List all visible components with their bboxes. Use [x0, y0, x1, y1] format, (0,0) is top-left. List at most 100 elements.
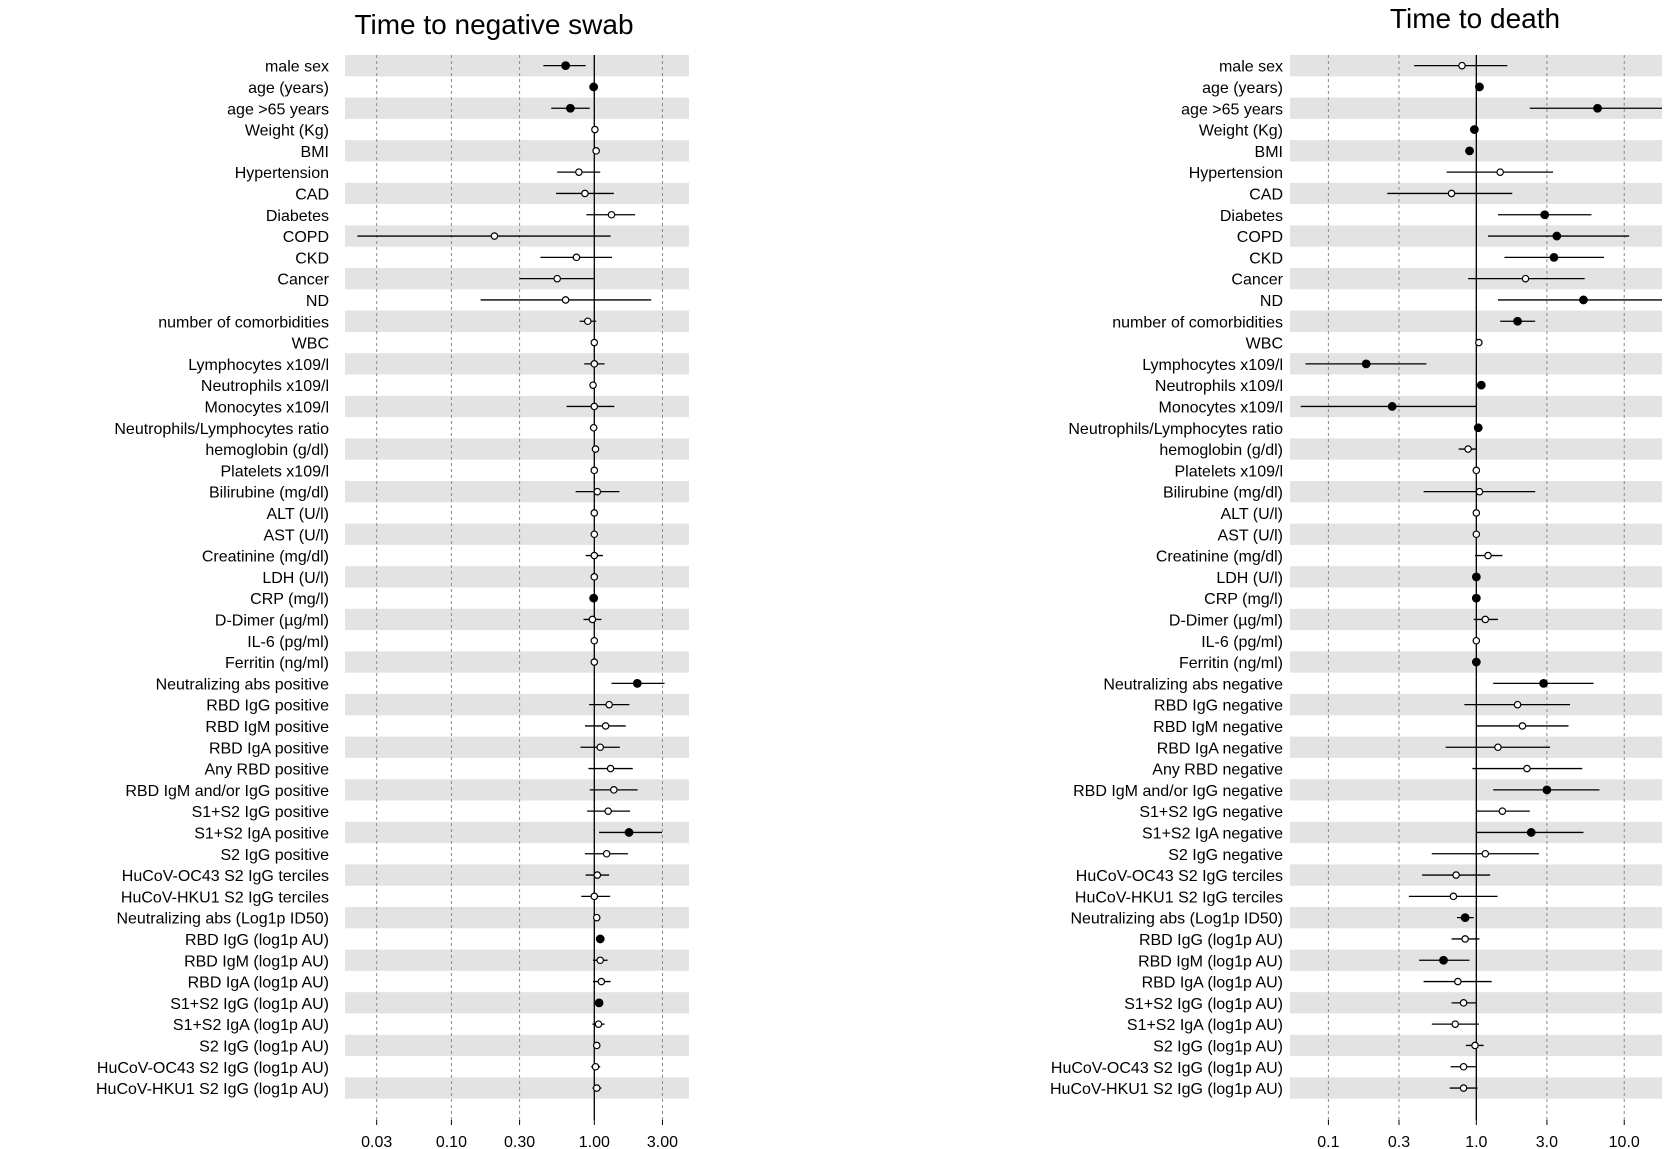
row-label: age (years)	[1202, 80, 1283, 97]
row-label: RBD IgM negative	[1153, 719, 1283, 736]
hr-point	[610, 786, 618, 794]
row-label: BMI	[1255, 144, 1283, 161]
hr-point	[1526, 828, 1536, 837]
row-label: D-Dimer (µg/ml)	[1169, 612, 1283, 629]
row-label: S2 IgG negative	[1168, 847, 1283, 864]
hr-point	[1449, 892, 1458, 901]
row-label: HuCoV-OC43 S2 IgG (log1p AU)	[1051, 1060, 1283, 1077]
hr-point	[1472, 530, 1481, 539]
row-label: number of comorbidities	[1112, 314, 1283, 331]
row-label: Neutralizing abs negative	[1103, 676, 1283, 693]
hr-point	[1361, 359, 1371, 369]
hr-point	[561, 296, 570, 304]
row-label: S1+S2 IgG (log1p AU)	[1124, 996, 1283, 1013]
row-band	[345, 608, 689, 631]
row-band	[345, 992, 689, 1014]
row-label: S2 IgG (log1p AU)	[1153, 1038, 1283, 1055]
row-label: RBD IgM (log1p AU)	[1138, 953, 1283, 970]
hr-point	[1552, 231, 1562, 241]
hr-point	[1471, 572, 1481, 582]
row-band	[345, 523, 689, 545]
hr-point	[606, 764, 615, 773]
hr-point	[595, 934, 605, 944]
row-label: Neutralizing abs (Log1p ID50)	[116, 911, 329, 928]
hr-point	[1579, 295, 1588, 305]
hr-point	[593, 871, 602, 879]
row-label: BMI	[301, 144, 329, 161]
hr-point	[632, 678, 642, 688]
hr-point	[1472, 636, 1481, 645]
row-label: RBD IgA (log1p AU)	[1142, 975, 1283, 992]
row-label: S1+S2 IgG negative	[1139, 804, 1283, 821]
row-label: Bilirubine (mg/dl)	[209, 485, 329, 502]
row-label: D-Dimer (µg/ml)	[215, 612, 329, 629]
row-label: CAD	[1249, 186, 1283, 203]
row-label: Cancer	[1231, 272, 1283, 289]
hr-point	[594, 998, 604, 1008]
hr-point	[1539, 678, 1549, 688]
row-band	[345, 864, 689, 886]
hr-point	[1472, 509, 1481, 517]
row-label: RBD IgM and/or IgG negative	[1073, 783, 1283, 800]
row-label: ND	[1260, 293, 1283, 310]
row-band	[345, 182, 689, 205]
row-label: COPD	[1237, 229, 1283, 246]
row-band	[345, 779, 689, 801]
x-tick-label: 3.0	[1536, 1134, 1558, 1149]
row-label: number of comorbidities	[158, 314, 329, 331]
row-label: S1+S2 IgA positive	[194, 825, 329, 842]
row-label: LDH (U/l)	[262, 570, 329, 587]
hr-point	[590, 530, 599, 539]
hr-point	[1447, 189, 1456, 198]
row-band	[345, 907, 689, 929]
hr-point	[591, 445, 600, 453]
hr-point	[589, 82, 599, 92]
hr-point	[583, 317, 592, 326]
row-label: CRP (mg/l)	[250, 591, 329, 608]
row-label: Weight (Kg)	[1199, 123, 1283, 140]
row-label: Ferritin (ng/ml)	[225, 655, 329, 672]
row-band	[345, 1034, 689, 1057]
hr-point	[594, 1020, 603, 1028]
panel-time-to-death: male sex age (years) age >65 years Weight (…	[1050, 3, 1662, 1149]
row-label: CKD	[295, 250, 329, 267]
hr-point	[1454, 977, 1462, 986]
row-band	[345, 949, 689, 971]
row-band	[345, 438, 689, 460]
row-label: Creatinine (mg/dl)	[1156, 549, 1283, 566]
hr-point	[592, 147, 600, 155]
hr-point	[1471, 593, 1481, 603]
hr-point	[590, 509, 599, 517]
hr-point	[1471, 1041, 1479, 1050]
row-band	[345, 140, 689, 162]
row-band	[345, 481, 689, 503]
row-label: IL-6 (pg/ml)	[247, 634, 329, 651]
hr-point	[1475, 338, 1483, 347]
hr-point	[590, 636, 599, 645]
x-tick-label: 1.00	[579, 1134, 610, 1149]
hr-point	[596, 956, 605, 965]
x-tick-label: 0.30	[504, 1134, 535, 1149]
x-tick-label: 3.00	[647, 1134, 678, 1149]
hr-point	[581, 189, 589, 198]
hr-point	[553, 274, 562, 283]
row-label: HuCoV-OC43 S2 IgG (log1p AU)	[97, 1060, 329, 1077]
row-band	[345, 310, 689, 332]
row-label: WBC	[292, 336, 329, 353]
row-label: Neutrophils x109/l	[1155, 378, 1283, 395]
row-label: hemoglobin (g/dl)	[205, 442, 329, 459]
row-label: RBD IgM (log1p AU)	[184, 953, 329, 970]
hr-point	[601, 722, 610, 730]
hr-point	[1469, 125, 1479, 134]
row-label: CRP (mg/l)	[1204, 591, 1283, 608]
row-label: S1+S2 IgG (log1p AU)	[170, 996, 329, 1013]
hr-point	[1458, 61, 1466, 70]
row-label: S1+S2 IgA (log1p AU)	[1127, 1017, 1283, 1034]
row-label: hemoglobin (g/dl)	[1159, 442, 1283, 459]
hr-point	[561, 61, 571, 71]
hr-point	[589, 381, 597, 389]
row-label: RBD IgG (log1p AU)	[185, 932, 329, 949]
hr-point	[607, 210, 616, 219]
row-band	[345, 55, 689, 77]
row-label: S1+S2 IgA negative	[1142, 825, 1283, 842]
